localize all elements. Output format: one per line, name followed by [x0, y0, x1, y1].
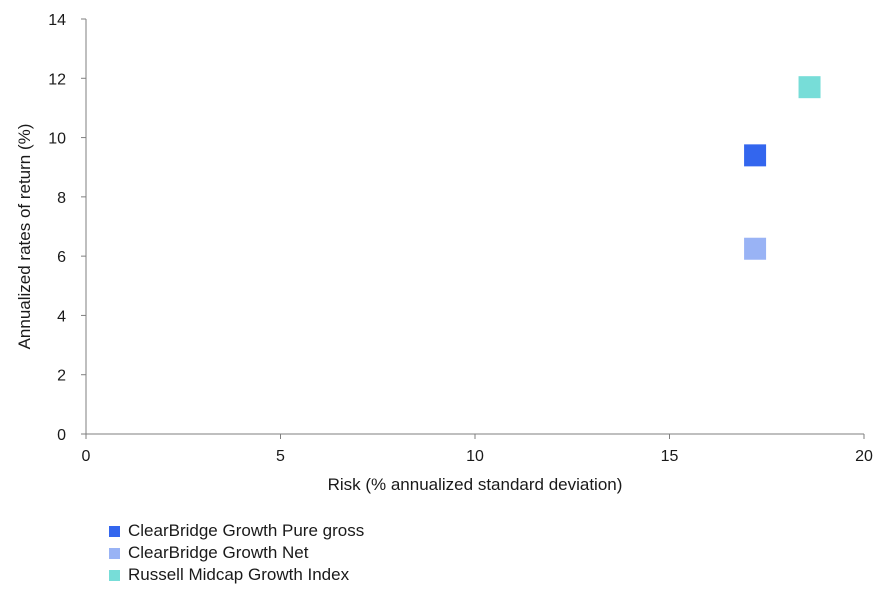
- x-tick-label: 10: [466, 448, 484, 465]
- legend-label: ClearBridge Growth Pure gross: [128, 521, 365, 540]
- y-axis-title: Annualized rates of return (%): [15, 124, 34, 350]
- y-tick-label: 4: [57, 308, 66, 325]
- data-point: [798, 76, 821, 99]
- x-tick-label: 15: [661, 448, 679, 465]
- legend-swatch: [109, 569, 120, 581]
- legend-item: ClearBridge Growth Pure gross: [106, 520, 364, 542]
- legend-swatch: [109, 525, 120, 537]
- legend-item: ClearBridge Growth Net: [106, 542, 364, 564]
- chart-legend: ClearBridge Growth Pure gross ClearBridge…: [106, 520, 364, 586]
- y-tick-label: 8: [57, 190, 66, 207]
- legend-swatch: [109, 547, 120, 559]
- y-axis: 0 2 4 6 8 10 12 14: [48, 12, 87, 444]
- data-point: [744, 237, 767, 260]
- x-axis-title: Risk (% annualized standard deviation): [328, 475, 623, 494]
- legend-label: ClearBridge Growth Net: [128, 543, 309, 562]
- legend-label: Russell Midcap Growth Index: [128, 565, 350, 584]
- y-tick-label: 14: [48, 12, 66, 29]
- data-point: [744, 144, 767, 167]
- x-tick-label: 20: [855, 448, 873, 465]
- y-tick-label: 10: [48, 131, 66, 148]
- y-tick-label: 0: [57, 427, 66, 444]
- x-tick-label: 5: [276, 448, 285, 465]
- legend-item: Russell Midcap Growth Index: [106, 564, 364, 586]
- y-tick-label: 2: [57, 368, 66, 385]
- y-tick-label: 6: [57, 249, 66, 266]
- y-tick-label: 12: [48, 71, 66, 88]
- chart-plot-area: 0 2 4 6 8 10 12 14 0 5 10 15 20 Risk (% annualized …: [15, 12, 873, 494]
- data-points: [744, 76, 821, 260]
- x-tick-label: 0: [82, 448, 91, 465]
- x-axis: 0 5 10 15 20: [82, 433, 873, 465]
